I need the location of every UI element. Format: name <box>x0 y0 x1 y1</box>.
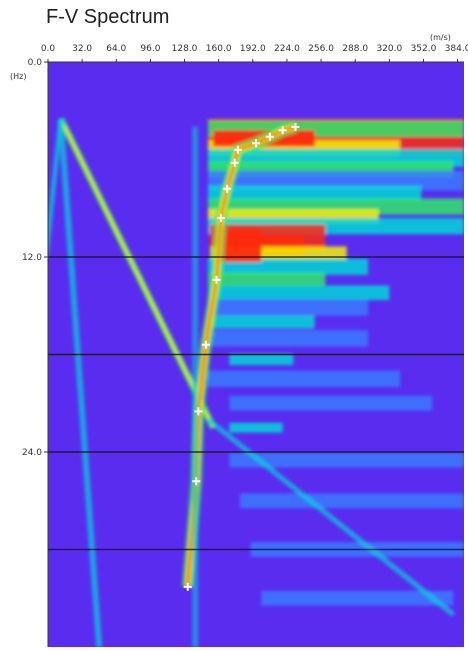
y-tick-label: 24.0 <box>22 448 42 458</box>
y-axis-unit: (Hz) <box>10 72 27 81</box>
x-axis-unit: (m/s) <box>430 33 451 42</box>
energy-ridge <box>59 118 215 429</box>
pick-marker <box>265 132 274 141</box>
energy-band <box>229 353 294 366</box>
x-tick-label: 224.0 <box>274 44 300 54</box>
x-tick-label: 128.0 <box>172 44 198 54</box>
energy-ridge <box>57 118 103 647</box>
energy-band <box>261 590 454 606</box>
energy-band <box>208 330 368 347</box>
axes: 0.0 32.0 64.0 96.0 128.0 160.0 192.0 224.0 256.0… <box>22 44 468 647</box>
pick-marker <box>183 582 192 591</box>
pick-marker <box>278 126 287 135</box>
x-tick-label: 352.0 <box>411 44 437 54</box>
x-tick-label: 0.0 <box>41 44 56 54</box>
pick-marker <box>252 139 260 148</box>
x-tick-label: 64.0 <box>106 44 126 54</box>
energy-band <box>208 185 422 202</box>
x-tick-label: 320.0 <box>376 44 402 54</box>
x-tick-label: 288.0 <box>342 44 368 54</box>
energy-band <box>208 285 390 301</box>
y-tick-label: 12.0 <box>22 253 42 263</box>
pick-marker <box>223 184 232 193</box>
x-tick-label: 384.0 <box>445 44 468 54</box>
x-tick-label: 192.0 <box>240 44 266 54</box>
energy-band <box>229 422 283 433</box>
pick-marker <box>194 407 203 416</box>
x-tick-label: 256.0 <box>308 44 334 54</box>
pick-marker <box>192 477 201 486</box>
energy-band <box>229 395 432 411</box>
pick-marker <box>230 158 239 167</box>
x-tick-label: 160.0 <box>206 44 232 54</box>
energy-band <box>208 272 326 288</box>
energy-band <box>208 258 368 275</box>
energy-band <box>240 493 464 509</box>
energy-band <box>208 370 400 387</box>
chart-title: F-V Spectrum <box>46 6 170 28</box>
pick-marker <box>291 123 300 131</box>
x-tick-label: 96.0 <box>140 44 160 54</box>
grid-lines <box>48 256 464 551</box>
dispersion-picks <box>183 123 300 591</box>
energy-band <box>208 315 315 329</box>
y-tick-label: 0.0 <box>28 58 43 68</box>
pick-marker <box>233 145 242 154</box>
x-tick-label: 32.0 <box>72 44 92 54</box>
pick-marker <box>216 214 225 222</box>
pick-marker <box>212 275 221 284</box>
energy-band <box>229 452 464 468</box>
energy-band <box>208 299 368 316</box>
pick-marker <box>201 340 210 349</box>
